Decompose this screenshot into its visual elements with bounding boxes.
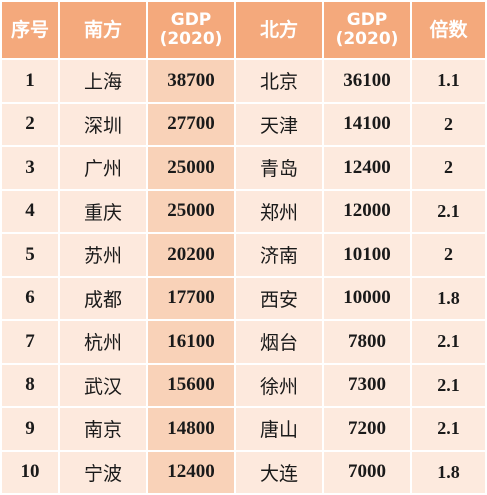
south-gdp-cell: 12400	[148, 451, 234, 493]
table-row: 9 南京 14800 唐山 7200 2.1	[2, 408, 485, 450]
south-city-cell: 广州	[60, 147, 146, 189]
north-city-cell: 徐州	[236, 364, 322, 406]
south-gdp-cell: 27700	[148, 103, 234, 145]
row-index-cell: 6	[2, 277, 58, 319]
north-city-cell: 青岛	[236, 147, 322, 189]
row-index-cell: 5	[2, 234, 58, 276]
north-city-cell: 大连	[236, 451, 322, 493]
south-city-cell: 苏州	[60, 234, 146, 276]
header-north: 北方	[236, 2, 322, 58]
south-gdp-cell: 17700	[148, 277, 234, 319]
north-gdp-cell: 12400	[324, 147, 410, 189]
header-south-gdp-label: GDP	[170, 10, 212, 31]
row-index-cell: 7	[2, 321, 58, 363]
south-city-cell: 成都	[60, 277, 146, 319]
south-gdp-cell: 14800	[148, 408, 234, 450]
row-index-cell: 4	[2, 190, 58, 232]
north-gdp-cell: 14100	[324, 103, 410, 145]
south-city-cell: 上海	[60, 60, 146, 102]
north-city-cell: 天津	[236, 103, 322, 145]
table-row: 7 杭州 16100 烟台 7800 2.1	[2, 321, 485, 363]
north-gdp-cell: 7000	[324, 451, 410, 493]
north-city-cell: 烟台	[236, 321, 322, 363]
table-row: 10 宁波 12400 大连 7000 1.8	[2, 451, 485, 493]
south-city-cell: 重庆	[60, 190, 146, 232]
ratio-cell: 2.1	[412, 408, 485, 450]
north-city-cell: 唐山	[236, 408, 322, 450]
header-south: 南方	[60, 2, 146, 58]
ratio-cell: 1.8	[412, 277, 485, 319]
south-gdp-cell: 25000	[148, 147, 234, 189]
table-row: 1 上海 38700 北京 36100 1.1	[2, 60, 485, 102]
table-body: 1 上海 38700 北京 36100 1.1 2 深圳 27700 天津 14100 2 3 广州 250…	[2, 60, 485, 493]
south-city-cell: 武汉	[60, 364, 146, 406]
table-row: 3 广州 25000 青岛 12400 2	[2, 147, 485, 189]
north-city-cell: 西安	[236, 277, 322, 319]
north-gdp-cell: 12000	[324, 190, 410, 232]
table-row: 5 苏州 20200 济南 10100 2	[2, 234, 485, 276]
header-south-gdp: GDP (2020)	[148, 2, 234, 58]
row-index-cell: 9	[2, 408, 58, 450]
ratio-cell: 2.1	[412, 364, 485, 406]
south-city-cell: 宁波	[60, 451, 146, 493]
header-north-gdp-label: GDP	[346, 10, 388, 31]
row-index-cell: 3	[2, 147, 58, 189]
south-city-cell: 南京	[60, 408, 146, 450]
ratio-cell: 1.8	[412, 451, 485, 493]
north-gdp-cell: 36100	[324, 60, 410, 102]
south-gdp-cell: 20200	[148, 234, 234, 276]
ratio-cell: 2	[412, 147, 485, 189]
row-index-cell: 1	[2, 60, 58, 102]
south-gdp-cell: 38700	[148, 60, 234, 102]
table-row: 8 武汉 15600 徐州 7300 2.1	[2, 364, 485, 406]
table-header: 序号 南方 GDP (2020) 北方 GDP (2020) 倍数	[2, 2, 485, 58]
north-gdp-cell: 10000	[324, 277, 410, 319]
south-city-cell: 深圳	[60, 103, 146, 145]
north-gdp-cell: 7200	[324, 408, 410, 450]
ratio-cell: 1.1	[412, 60, 485, 102]
north-city-cell: 郑州	[236, 190, 322, 232]
header-north-gdp-year: (2020)	[335, 29, 399, 49]
ratio-cell: 2	[412, 103, 485, 145]
north-gdp-cell: 7800	[324, 321, 410, 363]
header-north-gdp: GDP (2020)	[324, 2, 410, 58]
south-gdp-cell: 25000	[148, 190, 234, 232]
header-row: 序号 南方 GDP (2020) 北方 GDP (2020) 倍数	[2, 2, 485, 58]
south-gdp-cell: 15600	[148, 364, 234, 406]
south-city-cell: 杭州	[60, 321, 146, 363]
header-index: 序号	[2, 2, 58, 58]
north-city-cell: 济南	[236, 234, 322, 276]
north-gdp-cell: 10100	[324, 234, 410, 276]
row-index-cell: 8	[2, 364, 58, 406]
north-city-cell: 北京	[236, 60, 322, 102]
ratio-cell: 2.1	[412, 321, 485, 363]
ratio-cell: 2	[412, 234, 485, 276]
row-index-cell: 2	[2, 103, 58, 145]
north-gdp-cell: 7300	[324, 364, 410, 406]
south-gdp-cell: 16100	[148, 321, 234, 363]
table-row: 4 重庆 25000 郑州 12000 2.1	[2, 190, 485, 232]
table-row: 2 深圳 27700 天津 14100 2	[2, 103, 485, 145]
row-index-cell: 10	[2, 451, 58, 493]
header-south-gdp-year: (2020)	[159, 29, 223, 49]
ratio-cell: 2.1	[412, 190, 485, 232]
header-ratio: 倍数	[412, 2, 485, 58]
table-row: 6 成都 17700 西安 10000 1.8	[2, 277, 485, 319]
